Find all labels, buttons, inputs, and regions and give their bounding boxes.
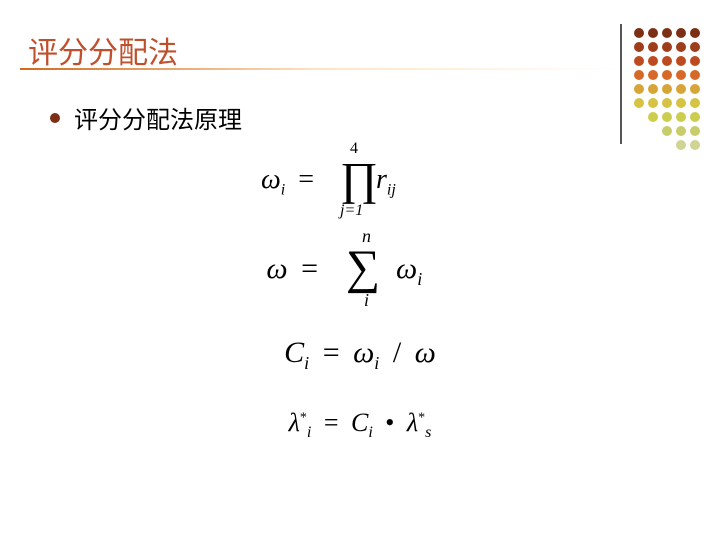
- decor-dot: [634, 42, 644, 52]
- decor-dot: [690, 56, 700, 66]
- f2-sum-symbol: ∑: [346, 240, 380, 295]
- decor-dot: [676, 98, 686, 108]
- decor-dot: [634, 56, 644, 66]
- decor-dot: [676, 70, 686, 80]
- title-underline: [20, 68, 620, 70]
- decor-dot: [690, 70, 700, 80]
- decor-dot: [662, 112, 672, 122]
- decor-dot: [648, 56, 658, 66]
- bullet-label: 评分分配法原理: [74, 100, 242, 135]
- decor-dot: [676, 126, 686, 136]
- decor-dot: [676, 112, 686, 122]
- decor-dot: [648, 70, 658, 80]
- decor-dot: [662, 28, 672, 38]
- decor-dot: [676, 84, 686, 94]
- decor-dot: [690, 126, 700, 136]
- bullet-item: 评分分配法原理: [50, 100, 242, 135]
- f2-lower: i: [364, 290, 369, 311]
- decor-dot: [634, 84, 644, 94]
- f1-product-symbol: ∏: [340, 152, 378, 205]
- f1-lhs: ωi =: [261, 164, 320, 200]
- decor-dot: [690, 112, 700, 122]
- decor-dot: [662, 126, 672, 136]
- page-title: 评分分配法: [28, 28, 178, 72]
- formula-4: λ*i = Ci • λ*s: [0, 408, 720, 442]
- decor-dot: [662, 42, 672, 52]
- formula-1: 4 ∏ j=1 ωi = rij: [0, 140, 720, 220]
- decor-dot: [662, 98, 672, 108]
- decor-vertical-line: [620, 24, 622, 144]
- decor-dot: [690, 98, 700, 108]
- decor-dot-grid: [634, 28, 702, 152]
- decor-dot: [676, 28, 686, 38]
- decor-dot: [648, 98, 658, 108]
- decor-dot: [676, 42, 686, 52]
- decor-dot: [648, 112, 658, 122]
- decor-dot: [676, 56, 686, 66]
- f1-rhs: rij: [376, 164, 396, 200]
- decor-dot: [634, 28, 644, 38]
- f2-rhs: ωi: [396, 252, 422, 290]
- formula-3: Ci = ωi / ω: [0, 336, 720, 374]
- decor-dot: [634, 70, 644, 80]
- decor-dot: [690, 28, 700, 38]
- decor-dot: [662, 84, 672, 94]
- decor-dot: [648, 42, 658, 52]
- f2-lhs: ω =: [266, 252, 324, 286]
- f1-lower: j=1: [340, 202, 363, 220]
- formula-2: n ∑ i ω = ωi: [0, 226, 720, 310]
- decor-dot: [690, 42, 700, 52]
- decor-dot: [690, 84, 700, 94]
- decor-dot: [662, 70, 672, 80]
- decor-dot: [662, 56, 672, 66]
- decor-dot: [634, 98, 644, 108]
- bullet-icon: [50, 113, 60, 123]
- decor-dot: [648, 28, 658, 38]
- decor-dot: [648, 84, 658, 94]
